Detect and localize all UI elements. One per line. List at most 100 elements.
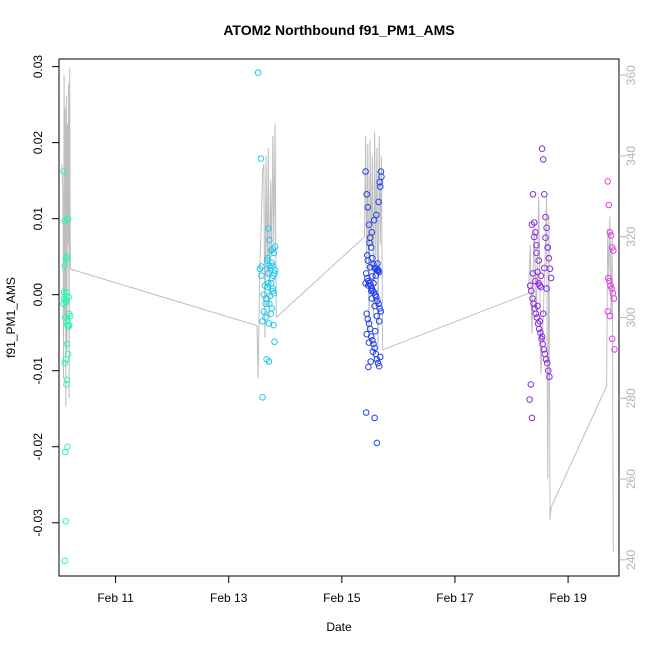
data-point-group4 (545, 254, 553, 262)
data-point-group2 (266, 236, 273, 244)
data-point-group4 (542, 234, 549, 241)
data-point-group2 (266, 300, 273, 308)
x-tick-label: Feb 11 (97, 591, 134, 605)
data-point-group3 (371, 344, 378, 352)
data-point-group5 (608, 244, 616, 251)
data-point-group4 (535, 325, 543, 333)
data-point-group2 (270, 289, 278, 297)
x-axis-label: Date (326, 620, 352, 634)
data-point-group1 (64, 443, 71, 451)
line-segment-4 (275, 236, 365, 318)
x-tick-label: Feb 19 (549, 591, 587, 605)
data-point-group4 (543, 224, 550, 232)
data-point-group1 (62, 518, 70, 525)
chart-title: ATOM2 Northbound f91_PM1_AMS (223, 22, 454, 38)
data-point-group3 (371, 327, 379, 335)
data-point-group4 (536, 318, 544, 325)
data-point-group3 (373, 293, 380, 301)
y2-tick-label: 260 (624, 469, 638, 489)
x-tick-label: Feb 17 (436, 591, 474, 605)
y-tick-label: 0.02 (31, 131, 45, 155)
data-point-group1 (64, 215, 72, 222)
data-point-group4 (532, 310, 540, 318)
data-point-group3 (367, 358, 375, 365)
data-point-group4 (529, 191, 537, 198)
data-point-group4 (536, 282, 544, 289)
data-point-group3 (374, 266, 382, 273)
data-point-group4 (533, 242, 540, 249)
data-point-group3 (374, 297, 381, 305)
data-point-group1 (63, 253, 71, 261)
y-axis: -0.03 -0.02 -0.01 0.00 0.01 0.02 0.03 (31, 55, 59, 537)
data-point-group1 (61, 262, 68, 270)
data-point-group2 (262, 314, 269, 321)
data-point-group5 (610, 247, 617, 254)
data-point-group4 (539, 310, 547, 318)
data-point-group5 (608, 285, 615, 292)
data-point-group4 (538, 333, 546, 340)
data-point-group4 (542, 356, 550, 363)
data-point-group4 (538, 145, 546, 152)
data-point-group2 (267, 310, 274, 318)
line-segment-7 (528, 196, 552, 520)
data-point-group1 (60, 168, 67, 175)
data-point-group4 (534, 268, 541, 276)
data-point-group1 (64, 316, 71, 324)
data-point-group4 (541, 264, 548, 272)
line-segment-9 (606, 216, 614, 552)
data-point-group4 (532, 277, 539, 285)
data-point-group4 (537, 329, 544, 337)
data-point-group3 (365, 339, 373, 346)
data-point-group4 (529, 270, 537, 277)
data-point-group1 (64, 216, 71, 223)
data-point-group3 (377, 183, 384, 190)
data-point-group1 (63, 289, 71, 296)
data-point-group5 (604, 178, 612, 185)
data-point-group3 (367, 287, 375, 295)
y-tick-label: -0.03 (31, 509, 45, 537)
data-point-group2 (260, 291, 268, 299)
data-point-group3 (373, 439, 381, 447)
y-tick-label: -0.02 (31, 433, 45, 461)
data-point-group2 (265, 320, 273, 327)
data-point-group3 (366, 239, 373, 247)
data-point-group1 (61, 448, 69, 456)
data-point-group4 (528, 414, 536, 422)
data-point-group1 (63, 340, 71, 348)
data-point-group2 (262, 300, 269, 308)
data-point-group4 (535, 257, 543, 264)
data-point-group3 (364, 204, 372, 211)
data-point-group3 (377, 353, 384, 361)
data-point-group1 (64, 350, 72, 358)
y-tick-label: -0.01 (31, 357, 45, 385)
data-point-group5 (606, 312, 614, 320)
data-point-group4 (530, 233, 538, 241)
data-point-group4 (543, 359, 551, 367)
data-point-group2 (268, 259, 276, 267)
data-point-group2 (257, 155, 265, 162)
data-point-group4 (537, 272, 545, 280)
data-point-group3 (368, 295, 376, 302)
y-tick-label: 0.03 (31, 55, 45, 79)
data-point-group3 (363, 330, 371, 338)
data-point-group2 (265, 225, 272, 232)
data-point-group2 (265, 358, 273, 365)
y2-tick-label: 320 (624, 226, 638, 246)
line-series-layer (61, 67, 614, 552)
x-tick-label: Feb 13 (210, 591, 248, 605)
data-point-group5 (610, 295, 618, 302)
data-point-group5 (606, 277, 613, 285)
y-axis-label: f91_PM1_AMS (4, 277, 18, 358)
data-point-group3 (377, 168, 385, 175)
data-point-group3 (373, 312, 381, 320)
data-point-group4 (533, 249, 540, 257)
data-point-group3 (375, 318, 383, 325)
data-point-group5 (605, 201, 613, 209)
data-point-group3 (364, 257, 372, 264)
data-point-group5 (606, 229, 614, 236)
line-segment-3 (256, 123, 277, 379)
y2-tick-label: 300 (624, 307, 638, 327)
x-tick-label: Feb 15 (323, 591, 361, 605)
